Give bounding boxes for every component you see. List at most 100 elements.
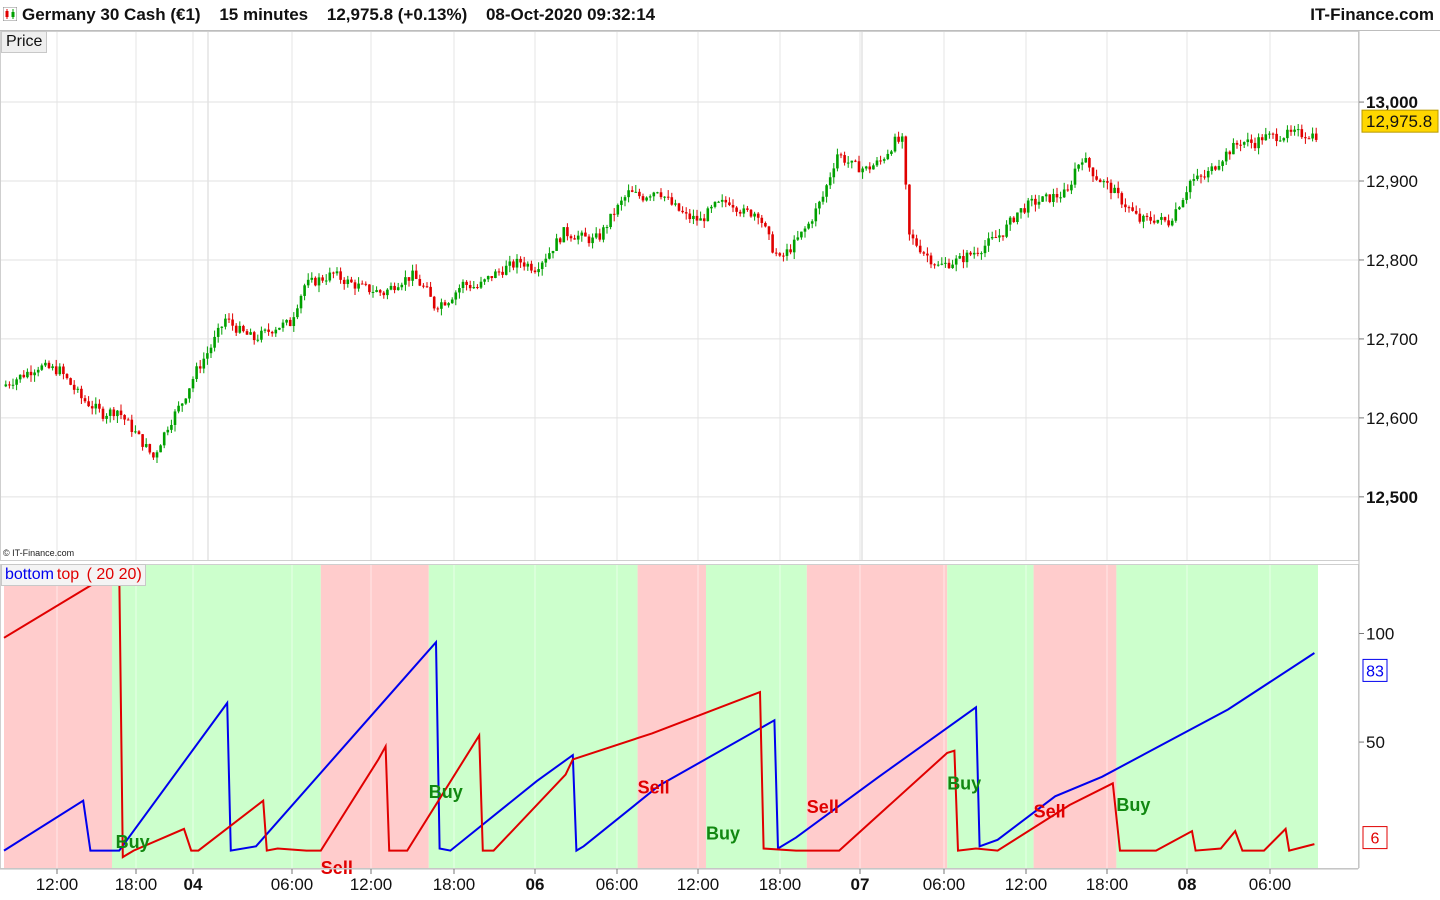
- candle-up: [479, 281, 483, 288]
- candle-up: [893, 136, 897, 152]
- candle-up: [900, 136, 904, 142]
- candle-down: [1145, 215, 1149, 217]
- indicator-line-bottom: [3, 639, 1315, 853]
- bear-zone: [4, 565, 112, 868]
- candle-up: [537, 269, 540, 273]
- signal-sell: Sell: [638, 778, 670, 798]
- candle-down: [1289, 129, 1293, 132]
- candle-down: [558, 238, 562, 243]
- candle-down: [1239, 144, 1242, 146]
- candle-down: [1167, 220, 1170, 226]
- indicator-last-tag-top: [1362, 826, 1388, 850]
- candle-up: [1282, 138, 1286, 141]
- candle-down: [522, 262, 526, 267]
- candle-up: [216, 327, 220, 337]
- signal-buy: Buy: [116, 832, 150, 852]
- candle-down: [98, 403, 101, 409]
- candle-up: [544, 258, 548, 263]
- candle-up: [213, 336, 216, 348]
- candle-down: [1048, 194, 1052, 202]
- candle-up: [555, 238, 558, 251]
- x-tick-label: 06:00: [596, 875, 639, 894]
- candle-down: [1034, 198, 1037, 205]
- candle-up: [648, 196, 652, 198]
- candle-up: [180, 403, 184, 406]
- candle-up: [1196, 175, 1199, 180]
- candle-up: [1224, 151, 1228, 162]
- candle-down: [1307, 138, 1311, 140]
- candle-up: [389, 285, 393, 290]
- candle-up: [710, 206, 713, 209]
- candle-down: [584, 232, 587, 237]
- candle-up: [965, 252, 969, 263]
- candle-down: [1012, 217, 1016, 223]
- indicator-tick-label: 100: [1366, 624, 1394, 643]
- candle-up: [256, 339, 260, 341]
- candle-down: [418, 278, 422, 286]
- candle-down: [854, 160, 857, 162]
- candle-down: [1127, 207, 1131, 209]
- candle-down: [519, 258, 522, 263]
- candle-down: [1109, 182, 1113, 194]
- candle-up: [616, 204, 620, 215]
- bear-zone: [1033, 565, 1117, 868]
- candle-down: [839, 154, 843, 156]
- candle-down: [702, 218, 706, 222]
- candle-up: [1156, 219, 1160, 223]
- candle-down: [879, 160, 882, 162]
- candle-down: [767, 226, 771, 235]
- candle-up: [170, 424, 173, 430]
- candle-up: [177, 405, 180, 412]
- candle-up: [173, 411, 177, 425]
- timeframe[interactable]: 15 minutes: [219, 5, 309, 24]
- candle-down: [29, 371, 33, 376]
- candle-down: [688, 213, 692, 220]
- signal-buy: Buy: [429, 782, 463, 802]
- candle-up: [890, 151, 893, 154]
- candle-down: [130, 419, 134, 433]
- candle-down: [80, 388, 83, 399]
- candle-up: [602, 227, 605, 240]
- candle-up: [1311, 133, 1314, 139]
- candle-up: [663, 196, 666, 198]
- candle-down: [868, 166, 872, 170]
- candle-up: [882, 159, 886, 161]
- candle-up: [58, 366, 62, 375]
- candle-down: [530, 263, 533, 271]
- candle-up: [634, 191, 638, 193]
- candle-up: [494, 271, 497, 279]
- candle-up: [1278, 140, 1282, 142]
- candle-up: [1192, 179, 1196, 181]
- candle-down: [443, 302, 447, 306]
- candle-down: [598, 233, 602, 240]
- candle-up: [1217, 165, 1221, 170]
- candle-down: [918, 245, 922, 253]
- candle-down: [630, 190, 634, 192]
- candle-down: [332, 272, 335, 274]
- candle-up: [1005, 224, 1008, 237]
- candle-up: [1181, 200, 1185, 208]
- candle-down: [497, 271, 501, 273]
- candle-down: [465, 281, 468, 286]
- candle-down: [476, 287, 479, 289]
- candle-up: [18, 374, 22, 380]
- candle-up: [188, 388, 191, 399]
- candle-up: [886, 153, 890, 160]
- candle-up: [454, 292, 458, 300]
- candle-down: [1023, 208, 1026, 213]
- candle-down: [1228, 151, 1232, 155]
- candle-up: [508, 261, 512, 266]
- candle-up: [846, 162, 850, 164]
- candle-down: [1055, 193, 1059, 198]
- candle-up: [706, 208, 710, 222]
- candle-up: [1160, 217, 1163, 220]
- indicator-last-value-top: 6: [1371, 831, 1380, 848]
- legend-params: ( 20 20): [86, 566, 142, 583]
- candle-up: [620, 200, 623, 205]
- candle-down: [1300, 129, 1304, 138]
- candle-up: [792, 239, 796, 253]
- candle-up: [278, 327, 281, 330]
- candle-down: [1131, 207, 1134, 211]
- candle-up: [472, 287, 476, 289]
